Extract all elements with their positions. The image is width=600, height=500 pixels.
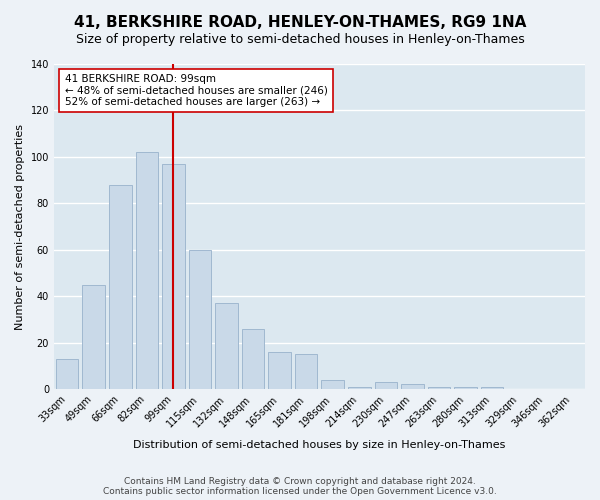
- Bar: [481, 387, 503, 389]
- X-axis label: Distribution of semi-detached houses by size in Henley-on-Thames: Distribution of semi-detached houses by …: [133, 440, 506, 450]
- Text: Contains HM Land Registry data © Crown copyright and database right 2024.: Contains HM Land Registry data © Crown c…: [124, 477, 476, 486]
- Bar: [295, 354, 317, 389]
- Bar: [322, 380, 344, 389]
- Bar: [242, 328, 265, 389]
- Bar: [162, 164, 185, 389]
- Text: 41 BERKSHIRE ROAD: 99sqm
← 48% of semi-detached houses are smaller (246)
52% of : 41 BERKSHIRE ROAD: 99sqm ← 48% of semi-d…: [65, 74, 328, 107]
- Bar: [348, 387, 371, 389]
- Bar: [401, 384, 424, 389]
- Bar: [215, 303, 238, 389]
- Bar: [454, 387, 477, 389]
- Bar: [188, 250, 211, 389]
- Y-axis label: Number of semi-detached properties: Number of semi-detached properties: [15, 124, 25, 330]
- Text: Contains public sector information licensed under the Open Government Licence v3: Contains public sector information licen…: [103, 487, 497, 496]
- Bar: [56, 359, 79, 389]
- Bar: [82, 284, 105, 389]
- Bar: [136, 152, 158, 389]
- Text: Size of property relative to semi-detached houses in Henley-on-Thames: Size of property relative to semi-detach…: [76, 32, 524, 46]
- Bar: [109, 185, 131, 389]
- Bar: [268, 352, 291, 389]
- Bar: [428, 387, 450, 389]
- Bar: [374, 382, 397, 389]
- Text: 41, BERKSHIRE ROAD, HENLEY-ON-THAMES, RG9 1NA: 41, BERKSHIRE ROAD, HENLEY-ON-THAMES, RG…: [74, 15, 526, 30]
